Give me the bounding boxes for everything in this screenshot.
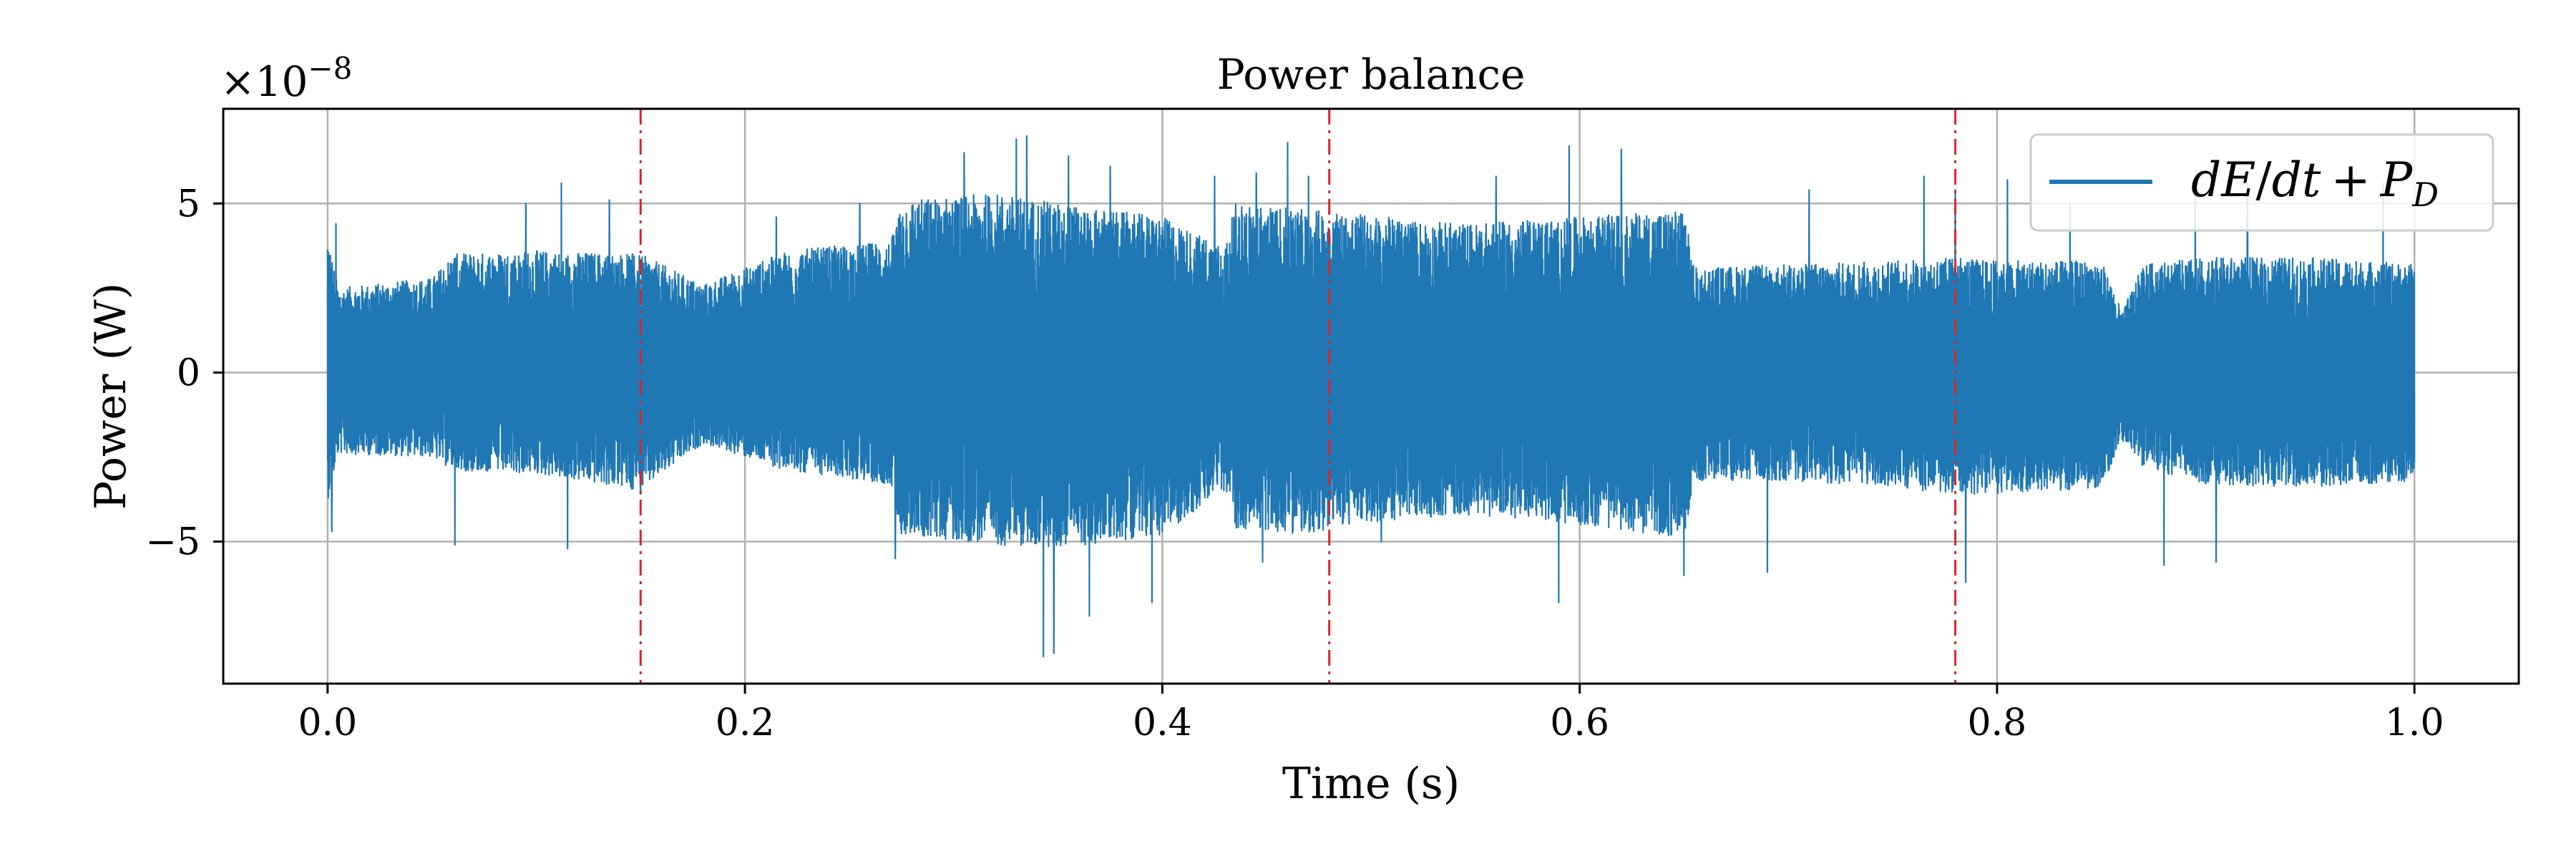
y-tick-label: −5 (145, 521, 200, 564)
y-axis-multiplier: ×10−8 (220, 51, 352, 106)
y-axis-multiplier-base: ×10 (220, 57, 308, 106)
y-axis-ticks: −5 0 5 (145, 183, 223, 564)
chart-title: Power balance (1217, 50, 1526, 99)
y-tick-label: 5 (177, 183, 200, 225)
legend-d: d (2191, 152, 2221, 208)
axes-frame (222, 107, 2520, 685)
vertical-reference-lines (639, 109, 1957, 684)
x-tick-label: 0.0 (298, 702, 357, 744)
legend: dE/dt + PD (2029, 133, 2494, 232)
legend-P: P (2380, 152, 2414, 208)
plot-area (326, 109, 2416, 684)
y-tick-label: 0 (177, 351, 200, 394)
legend-box (2029, 133, 2494, 232)
legend-dt: dt (2272, 152, 2321, 208)
x-tick-label: 0.6 (1550, 702, 1609, 744)
legend-slash: / (2255, 152, 2272, 208)
series-line (326, 135, 2416, 658)
legend-E: E (2220, 152, 2255, 208)
series-dE-dt-plus-PD (326, 135, 2416, 658)
x-tick-label: 0.2 (716, 702, 775, 744)
y-axis-multiplier-exponent: −8 (308, 51, 352, 86)
x-tick-label: 1.0 (2385, 702, 2444, 744)
x-tick-label: 0.8 (1968, 702, 2027, 744)
x-tick-label: 0.4 (1133, 702, 1192, 744)
legend-entry-label: dE/dt + PD (2191, 152, 2439, 214)
legend-sub-D: D (2411, 175, 2439, 214)
y-axis-label: Power (W) (86, 283, 136, 510)
legend-plus: + (2331, 152, 2370, 208)
x-axis-label: Time (s) (1282, 759, 1460, 809)
x-axis-ticks: 0.0 0.2 0.4 0.6 0.8 1.0 (298, 684, 2444, 744)
